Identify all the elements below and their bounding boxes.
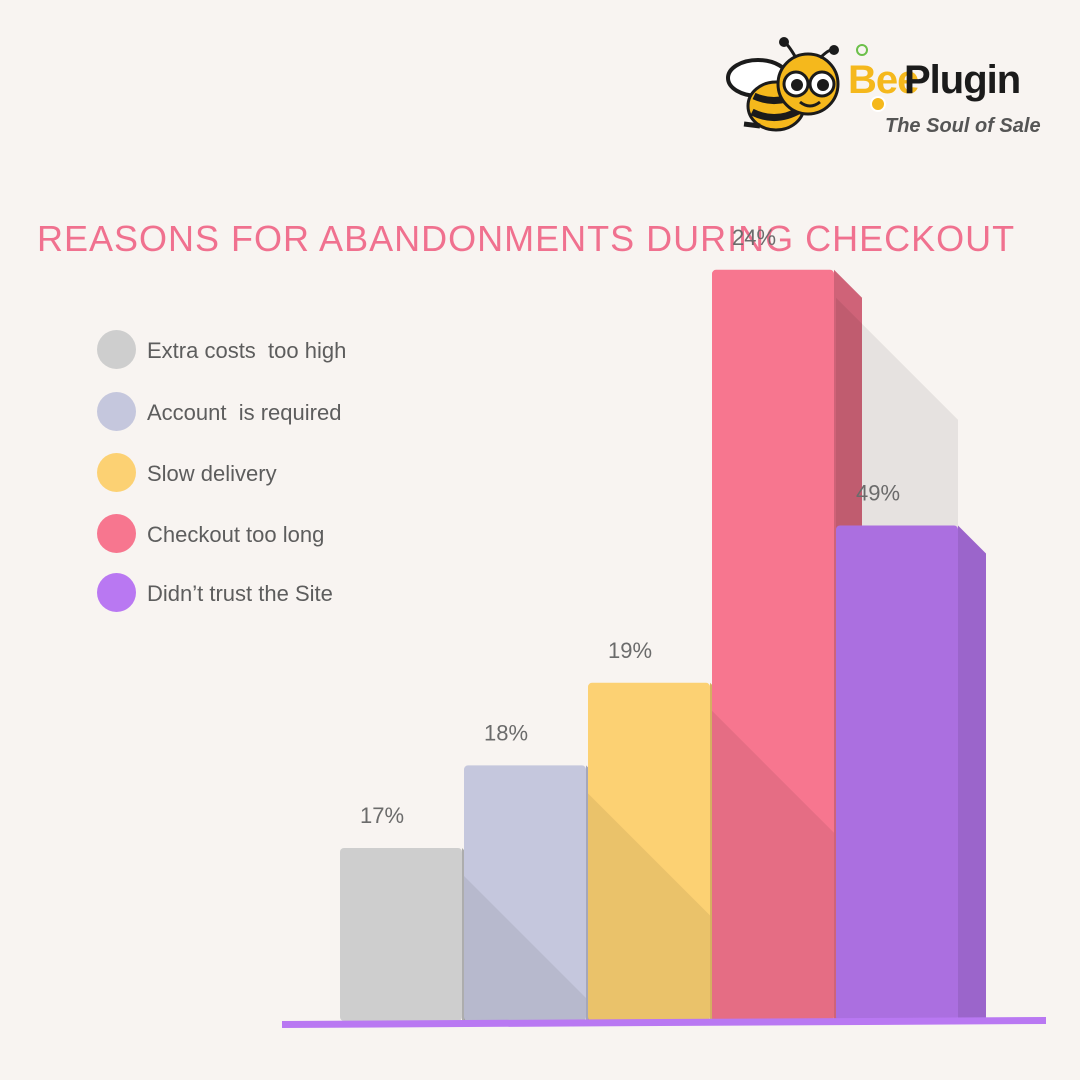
x-axis-line [282, 1017, 1046, 1028]
bar-shadow [712, 710, 834, 1021]
bar-shadow [836, 297, 958, 1021]
legend-item-account-required: Account is required [97, 392, 427, 432]
brand-name-plugin: Plugin [904, 58, 1021, 102]
legend-swatch [97, 453, 136, 492]
legend-label: Account is required [147, 400, 342, 425]
beeplugin-logo-icon [726, 37, 886, 132]
brand-name-bee: Bee [848, 58, 919, 102]
bar-shadow [464, 876, 586, 1021]
legend-label: Extra costs too high [147, 338, 347, 363]
brand-tagline: The Soul of Sale [885, 115, 1041, 137]
bar-side [958, 525, 986, 1021]
legend-swatch [97, 330, 136, 369]
bar [588, 682, 710, 1021]
legend-label: Didn’t trust the Site [147, 581, 333, 606]
legend-item-extra-costs: Extra costs too high [97, 330, 427, 370]
legend-swatch [97, 392, 136, 431]
bar-value-label: 18% [484, 720, 528, 745]
bar-value-label: 17% [360, 803, 404, 828]
bar [464, 765, 586, 1021]
bar-value-label: 24% [732, 225, 776, 250]
legend-item-checkout-too-long: Checkout too long [97, 514, 427, 554]
legend-label: Slow delivery [147, 461, 277, 486]
legend-label: Checkout too long [147, 522, 325, 547]
bar-shadow [588, 793, 710, 1021]
legend-swatch [97, 573, 136, 612]
bar [712, 269, 834, 1021]
bar-value-label: 49% [856, 481, 900, 506]
bar-value-label: 19% [608, 638, 652, 663]
bar [836, 525, 958, 1021]
legend-item-didnt-trust-site: Didn’t trust the Site [97, 573, 427, 613]
legend-swatch [97, 514, 136, 553]
bar [340, 848, 462, 1021]
legend-item-slow-delivery: Slow delivery [97, 453, 427, 493]
chart-title: REASONS FOR ABANDONMENTS DURING CHECKOUT [37, 218, 1016, 259]
